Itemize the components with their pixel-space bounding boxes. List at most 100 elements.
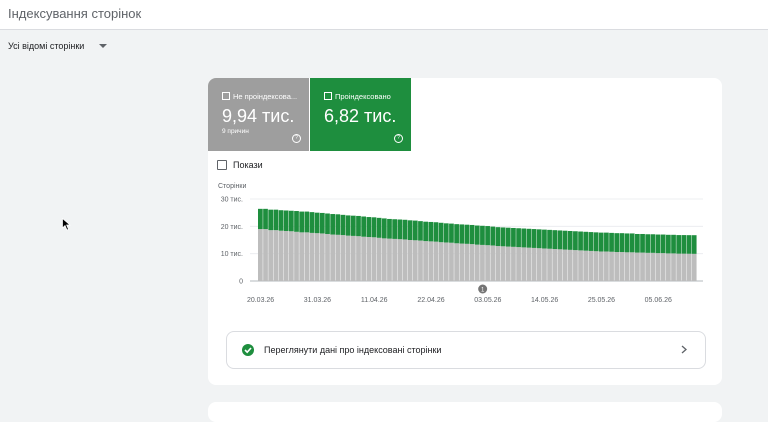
bar-segment — [552, 230, 558, 250]
bar-segment — [686, 235, 692, 254]
bar-segment — [464, 243, 470, 281]
bar-segment — [371, 217, 377, 238]
bar-segment — [397, 219, 403, 240]
tile-sub: 9 причин — [222, 128, 249, 135]
x-tick-label: 11.04.26 — [361, 297, 388, 304]
bar-segment — [258, 208, 263, 230]
x-tick-label: 25.05.26 — [588, 297, 615, 304]
bar-segment — [356, 215, 361, 237]
indexed-tile[interactable]: Проіндексовано 6,82 тис. ? — [310, 78, 411, 151]
bar-segment — [660, 234, 666, 254]
bar-segment — [350, 235, 356, 281]
bar-segment — [361, 216, 367, 237]
bar-segment — [454, 224, 459, 244]
bar-segment — [412, 240, 418, 281]
bar-segment — [604, 232, 609, 252]
bar-segment — [629, 252, 635, 281]
bar-segment — [438, 222, 444, 243]
filter-dropdown[interactable]: Усі відомі сторінки — [8, 41, 107, 51]
bar-segment — [376, 237, 382, 281]
bar-segment — [376, 217, 382, 238]
bar-segment — [319, 212, 325, 234]
bar-segment — [294, 231, 299, 281]
help-icon[interactable]: ? — [394, 134, 403, 143]
bar-segment — [511, 227, 516, 247]
bar-segment — [624, 252, 630, 281]
tile-value: 6,82 тис. — [324, 106, 397, 126]
bar-segment — [418, 221, 423, 241]
bar-segment — [288, 210, 294, 232]
bar-segment — [330, 234, 336, 281]
bar-segment — [283, 210, 289, 231]
mouse-cursor — [62, 218, 71, 231]
x-tick-label: 14.05.26 — [531, 297, 558, 304]
bar-segment — [278, 210, 284, 231]
bar-segment — [335, 214, 341, 235]
chart: Сторінки 0 10 тис. 20 тис. 30 тис. 20.03.26 3… — [218, 182, 703, 304]
bar-segment — [578, 231, 583, 251]
bar-segment — [449, 223, 454, 243]
bar-segment — [438, 242, 444, 281]
bar-segment — [387, 218, 392, 239]
bar-segment — [345, 215, 351, 236]
bar-segment — [666, 253, 671, 281]
impressions-checkbox[interactable]: Покази — [217, 160, 263, 170]
bar-segment — [681, 253, 687, 281]
bar-segment — [629, 233, 635, 253]
bar-segment — [573, 250, 578, 281]
bar-segment — [536, 248, 542, 281]
help-icon[interactable]: ? — [292, 134, 301, 143]
header: Індексування сторінок — [0, 0, 768, 30]
bar-segment — [433, 241, 439, 281]
bar-segment — [635, 252, 640, 281]
bar-segment — [340, 235, 346, 281]
bar-segment — [480, 225, 485, 245]
bar-segment — [299, 211, 305, 233]
not-indexed-tile[interactable]: Не проіндексова... 9,94 тис. 9 причин ? — [208, 78, 309, 151]
bar-segment — [500, 227, 506, 247]
report-card: Не проіндексова... 9,94 тис. 9 причин ? … — [208, 78, 722, 385]
filter-label: Усі відомі сторінки — [8, 41, 85, 51]
tile-label: Проіндексовано — [324, 92, 391, 101]
bar-segment — [304, 211, 310, 233]
bar-segment — [387, 238, 392, 281]
bar-segment — [588, 250, 594, 281]
bar-segment — [490, 245, 496, 281]
bar-segment — [397, 239, 403, 281]
bar-segment — [366, 217, 372, 237]
checkbox-label: Покази — [233, 160, 263, 170]
bar-segment — [371, 237, 377, 281]
tile-label-text: Проіндексовано — [335, 92, 391, 101]
page-title: Індексування сторінок — [8, 6, 142, 21]
bar-segment — [288, 231, 294, 281]
bar-segment — [263, 229, 268, 281]
link-label: Переглянути дані про індексовані сторінк… — [264, 345, 442, 355]
bar-segment — [350, 215, 356, 236]
bar-segment — [666, 234, 671, 254]
bar-segment — [319, 233, 325, 281]
bar-segment — [614, 233, 620, 253]
bar-segment — [567, 230, 573, 250]
bar-segment — [505, 246, 511, 281]
bar-segment — [691, 253, 697, 281]
tile-value: 9,94 тис. — [222, 106, 295, 126]
bar-segment — [330, 214, 336, 235]
bar-segment — [480, 244, 485, 281]
y-tick-label: 10 тис. — [221, 251, 243, 258]
bar-segment — [423, 241, 428, 281]
y-axis-label: Сторінки — [218, 182, 246, 190]
bar-segment — [609, 232, 614, 252]
x-tick-label: 03.05.26 — [474, 297, 501, 304]
bar-segment — [547, 229, 552, 249]
bar-segment — [505, 227, 511, 247]
view-indexed-link[interactable]: Переглянути дані про індексовані сторінк… — [226, 331, 706, 369]
bar-segment — [676, 253, 682, 281]
bar-segment — [474, 244, 480, 281]
bar-segment — [381, 238, 387, 281]
bar-segment — [547, 248, 552, 281]
bar-segment — [299, 232, 305, 281]
bar-segment — [552, 249, 558, 281]
bar-segment — [340, 214, 346, 236]
bar-segment — [655, 253, 661, 281]
bar-segment — [640, 233, 645, 253]
